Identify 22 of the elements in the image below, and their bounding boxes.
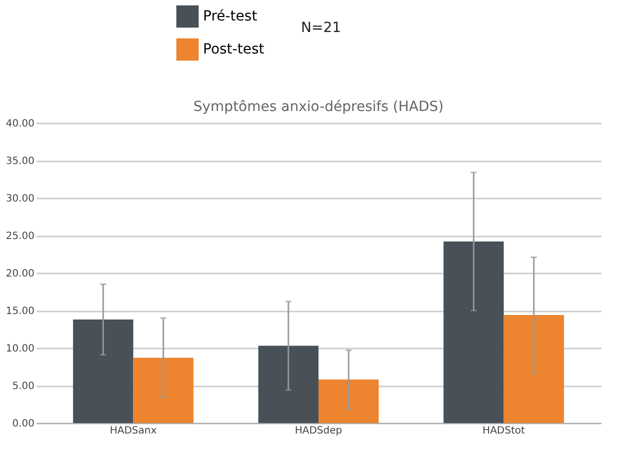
bar bbox=[318, 380, 379, 423]
y-tick-label: 10.00 bbox=[6, 344, 34, 354]
y-tick-label: 40.00 bbox=[6, 118, 34, 130]
y-tick-label: 35.00 bbox=[6, 156, 34, 167]
y-tick-label: 5.00 bbox=[12, 381, 34, 392]
text: N=21 bbox=[301, 20, 342, 36]
y-tick-label: 30.00 bbox=[6, 194, 34, 204]
bar bbox=[258, 346, 318, 423]
y-tick-label: 25.00 bbox=[6, 231, 34, 242]
y-tick-label: 15.00 bbox=[6, 306, 34, 317]
bar bbox=[504, 315, 564, 423]
y-tick-label: 20.00 bbox=[6, 268, 34, 280]
bar bbox=[444, 242, 504, 423]
x-tick-label: HADStot bbox=[482, 426, 526, 436]
legend-label: Post-test bbox=[203, 42, 265, 58]
x-tick-label: HADSanx bbox=[110, 426, 157, 436]
bar bbox=[73, 320, 134, 423]
chart-title: Symptômes anxio-dépresifs (HADS) bbox=[193, 99, 444, 115]
x-tick-label: HADSdep bbox=[294, 426, 342, 436]
legend-label: Pré-test bbox=[203, 8, 258, 24]
bar bbox=[133, 358, 194, 423]
y-tick-label: 0.00 bbox=[12, 418, 34, 430]
